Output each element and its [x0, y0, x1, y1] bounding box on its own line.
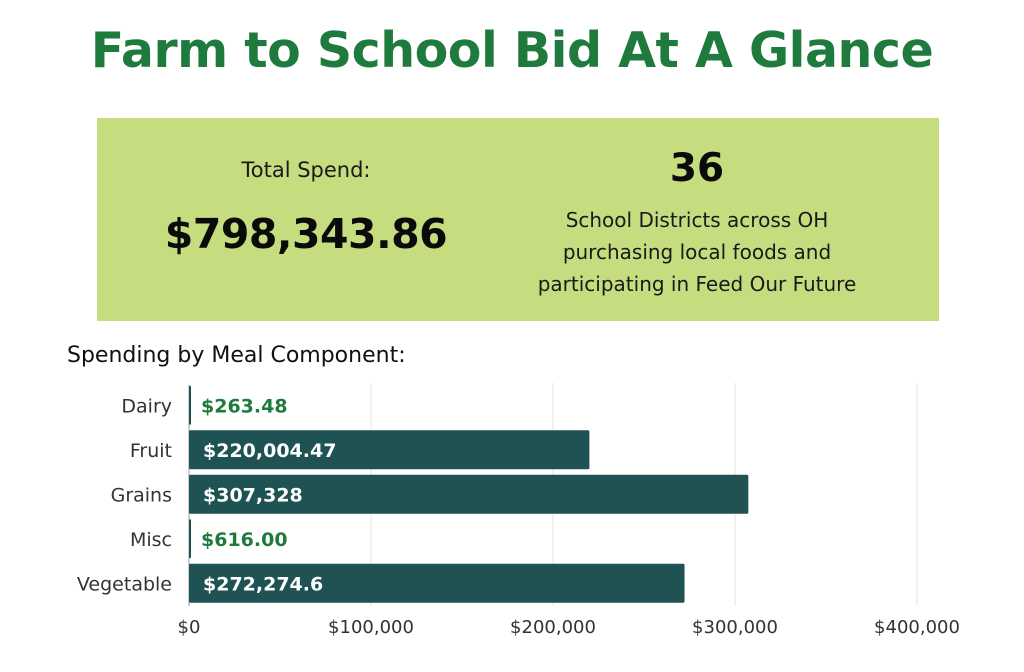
total-spend-value: $798,343.86	[164, 210, 448, 258]
district-description-line: School Districts across OH	[565, 208, 829, 232]
category-label: Dairy	[121, 395, 172, 417]
category-label: Grains	[111, 484, 172, 506]
district-count: 36	[669, 146, 725, 191]
bar	[189, 563, 685, 603]
x-tick-label: $300,000	[692, 617, 778, 638]
category-label: Misc	[130, 529, 172, 551]
district-description: School Districts across OH purchasing lo…	[497, 204, 897, 300]
bar	[189, 385, 191, 425]
x-tick-label: $0	[178, 617, 201, 638]
data-label: $272,274.6	[203, 573, 323, 595]
data-label: $263.48	[201, 395, 288, 417]
data-label: $616.00	[201, 529, 288, 551]
bar	[189, 474, 749, 514]
district-description-line: participating in Feed Our Future	[537, 272, 857, 296]
x-tick-label: $200,000	[510, 617, 596, 638]
chart-title: Spending by Meal Component:	[67, 343, 406, 368]
data-label: $220,004.47	[203, 440, 336, 462]
x-tick-label: $100,000	[328, 617, 414, 638]
category-label: Vegetable	[77, 573, 172, 595]
district-description-line: purchasing local foods and	[562, 240, 832, 264]
data-label: $307,328	[203, 484, 303, 506]
total-spend-label: Total Spend:	[241, 158, 371, 182]
summary-panel	[97, 118, 939, 321]
page-title: Farm to School Bid At A Glance	[90, 22, 934, 79]
x-tick-label: $400,000	[874, 617, 960, 638]
bar	[189, 430, 590, 470]
bar	[189, 519, 191, 559]
category-label: Fruit	[130, 440, 172, 462]
